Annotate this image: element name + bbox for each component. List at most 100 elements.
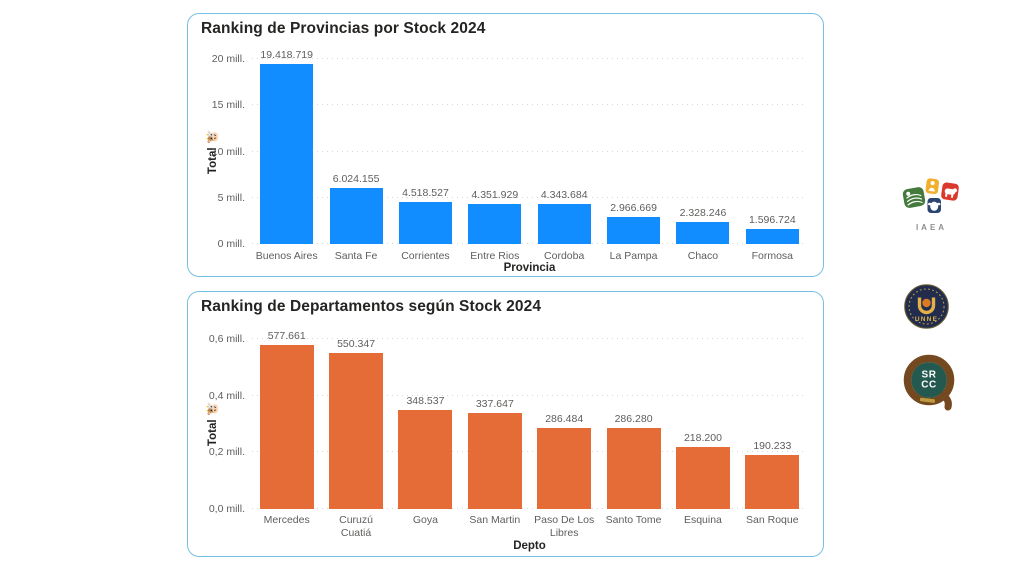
gridline xyxy=(252,508,807,509)
bar-value-label: 286.484 xyxy=(545,412,584,425)
bar-slot: 4.343.684 xyxy=(530,59,599,244)
bar-buenos-aires[interactable] xyxy=(260,64,314,244)
y-tick-label: 15 mill. xyxy=(211,99,245,112)
bar-goya[interactable] xyxy=(398,410,453,509)
unne-logo: UNNE xyxy=(904,284,949,329)
bar-value-label: 348.537 xyxy=(406,395,445,408)
bar-santa-fe[interactable] xyxy=(329,188,383,244)
y-tick-label: 0,4 mill. xyxy=(208,389,245,402)
gridline xyxy=(252,58,807,59)
y-axis-ticks: 0 mill. 5 mill. 10 mill. 15 mill. 20 mill. xyxy=(188,53,245,250)
y-tick-label: 0,6 mill. xyxy=(208,333,245,345)
bar-santo-tome[interactable] xyxy=(606,427,661,509)
x-axis-title: Depto xyxy=(513,540,546,552)
bar-slot: 4.351.929 xyxy=(460,59,529,244)
x-label-chaco: Chaco xyxy=(687,250,719,262)
x-label-formosa: Formosa xyxy=(751,250,794,262)
bar-curuzu-cuatia[interactable] xyxy=(329,353,384,509)
bar-value-label: 218.200 xyxy=(683,432,722,445)
bar-value-label: 2.328.246 xyxy=(679,207,727,220)
bar-esquina[interactable] xyxy=(675,447,730,509)
x-label-la-pampa: La Pampa xyxy=(609,250,658,262)
gridline xyxy=(252,196,807,198)
plot-area: 19.418.719 6.024.155 4.518.527 4.351.929 4.3… xyxy=(252,49,807,244)
livestock-icon xyxy=(941,182,959,201)
y-tick-label: 10 mill. xyxy=(211,145,245,158)
srcc-line2: CC xyxy=(921,380,936,391)
bar-san-roque[interactable] xyxy=(745,455,800,509)
bar-value-label: 6.024.155 xyxy=(332,173,380,186)
bar-value-label: 190.233 xyxy=(753,440,792,453)
y-tick-label: 0,0 mill. xyxy=(208,503,245,515)
provincias-chart-card: Ranking de Provincias por Stock 2024 Tot… xyxy=(187,13,824,277)
x-label-buenos-aires: Buenos Aires xyxy=(255,250,318,262)
bar-formosa[interactable] xyxy=(745,229,799,244)
y-tick-label: 20 mill. xyxy=(211,53,245,65)
bar-slot: 337.647 xyxy=(460,339,529,509)
x-label-goya: Goya xyxy=(412,514,438,526)
bar-slot: 2.966.669 xyxy=(599,59,668,244)
bar-slot: 218.200 xyxy=(668,339,737,509)
bar-slot: 4.518.527 xyxy=(391,59,460,244)
bar-corrientes[interactable] xyxy=(398,202,452,244)
x-axis-labels: Mercedes Curuzú Cuatiá Goya San Martin Paso … xyxy=(252,514,807,539)
unne-u-shape xyxy=(917,297,936,315)
bar-value-label: 4.343.684 xyxy=(540,188,588,201)
bar-slot: 577.661 xyxy=(252,330,321,509)
gridline xyxy=(252,394,807,396)
x-label-paso-de-los-libres: Paso De Los Libres xyxy=(534,514,595,539)
y-tick-label: 5 mill. xyxy=(217,191,245,204)
chart-title: Ranking de Departamentos según Stock 202… xyxy=(201,298,542,315)
bar-value-label: 550.347 xyxy=(337,338,376,351)
bars-container: 577.661 550.347 348.537 337.647 286.484 286.2… xyxy=(252,330,807,509)
x-label-esquina: Esquina xyxy=(683,514,722,526)
srcc-logo-mark: SR CC xyxy=(903,354,955,411)
bar-slot: 190.233 xyxy=(738,339,807,509)
bar-value-label: 4.518.527 xyxy=(402,187,449,200)
x-label-curuzu-cuatia: Curuzú Cuatiá xyxy=(339,514,373,539)
bar-value-label: 19.418.719 xyxy=(260,49,313,62)
x-label-corrientes: Corrientes xyxy=(401,250,450,262)
bar-san-martin[interactable] xyxy=(467,413,522,509)
y-tick-label: 0 mill. xyxy=(217,238,245,250)
unne-logo-mark: UNNE xyxy=(904,284,949,329)
bar-cordoba[interactable] xyxy=(537,203,591,244)
gridline xyxy=(252,104,807,106)
gridline xyxy=(252,150,807,152)
bar-value-label: 577.661 xyxy=(267,330,306,343)
cow-head-icon xyxy=(927,198,941,213)
y-axis-ticks: 0,0 mill. 0,2 mill. 0,4 mill. 0,6 mill. xyxy=(188,333,245,515)
bar-slot: 348.537 xyxy=(391,339,460,509)
x-label-santa-fe: Santa Fe xyxy=(334,250,378,262)
plot-area: 577.661 550.347 348.537 337.647 286.484 286.2… xyxy=(252,330,807,509)
departamentos-chart-card: Ranking de Departamentos según Stock 202… xyxy=(187,291,824,557)
bar-paso-de-los-libres[interactable] xyxy=(537,427,592,509)
x-label-san-roque: San Roque xyxy=(746,514,799,526)
iaea-logo: IAEA xyxy=(897,177,963,232)
x-label-santo-tome: Santo Tome xyxy=(605,514,662,526)
x-label-cordoba: Cordoba xyxy=(544,250,585,262)
x-label-san-martin: San Martin xyxy=(469,514,521,526)
gridline xyxy=(252,338,807,339)
chart-title: Ranking de Provincias por Stock 2024 xyxy=(201,20,486,37)
bar-slot: 286.280 xyxy=(599,339,668,509)
srcc-line1: SR xyxy=(922,370,937,381)
gridline xyxy=(252,451,807,453)
bar-slot: 19.418.719 xyxy=(252,49,321,244)
bar-la-pampa[interactable] xyxy=(607,216,661,244)
srcc-logo: SR CC xyxy=(903,354,959,414)
bar-chaco[interactable] xyxy=(676,222,730,244)
y-tick-label: 0,2 mill. xyxy=(208,446,245,459)
x-axis-labels: Buenos Aires Santa Fe Corrientes Entre Rios… xyxy=(252,250,807,263)
bar-entre-rios[interactable] xyxy=(468,203,522,244)
bar-value-label: 2.966.669 xyxy=(610,201,657,214)
unne-label: UNNE xyxy=(915,316,938,323)
bar-slot: 550.347 xyxy=(321,338,390,509)
bar-mercedes[interactable] xyxy=(259,345,314,509)
bar-value-label: 1.596.724 xyxy=(748,214,796,227)
bar-value-label: 286.280 xyxy=(614,412,653,425)
iaea-logo-mark xyxy=(902,178,959,213)
bars-container: 19.418.719 6.024.155 4.518.527 4.351.929 4.3… xyxy=(252,49,807,244)
gridline xyxy=(252,243,807,244)
x-label-mercedes: Mercedes xyxy=(263,514,310,526)
